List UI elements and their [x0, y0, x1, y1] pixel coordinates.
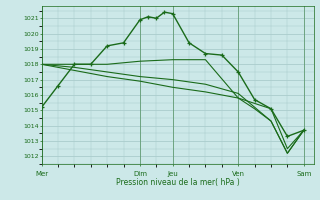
- X-axis label: Pression niveau de la mer( hPa ): Pression niveau de la mer( hPa ): [116, 178, 239, 187]
